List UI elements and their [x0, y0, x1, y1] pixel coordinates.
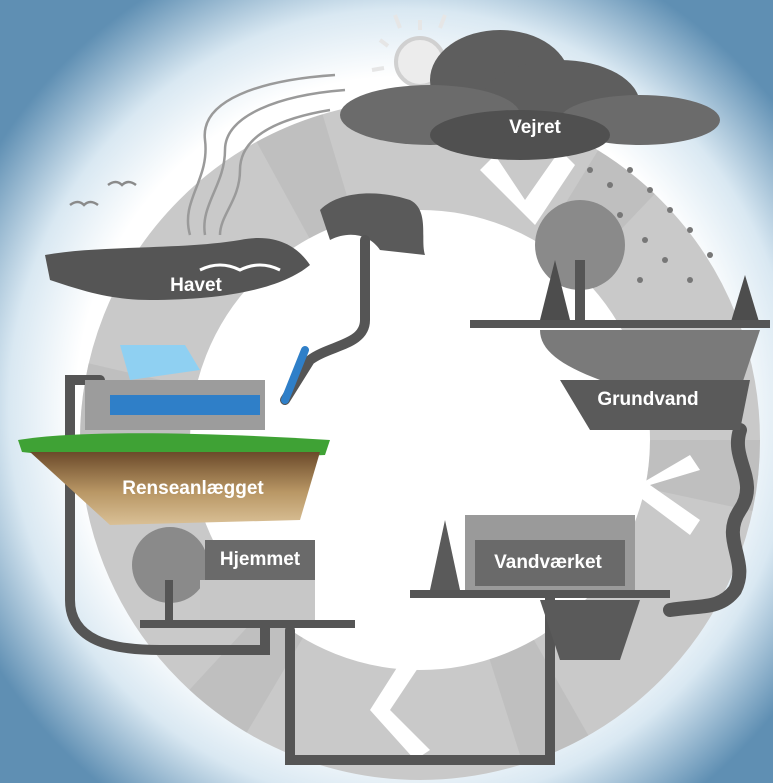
cloud: [340, 30, 720, 160]
treatment-plant: [18, 345, 330, 525]
water-works: [410, 515, 670, 660]
label-groundwater: Grundvand: [597, 389, 698, 410]
home: [132, 527, 355, 628]
label-home: Hjemmet: [220, 549, 301, 570]
label-sea: Havet: [170, 275, 222, 296]
birds: [69, 180, 137, 207]
pipes: [65, 235, 755, 765]
label-treatment-plant: Renseanlægget: [122, 478, 264, 499]
wind: [186, 73, 346, 236]
label-waterworks: Vandværket: [494, 552, 602, 573]
sea: [45, 193, 425, 300]
forest: [470, 200, 770, 430]
label-weather: Vejret: [509, 117, 561, 138]
rain: [587, 167, 713, 283]
